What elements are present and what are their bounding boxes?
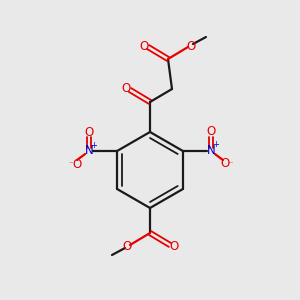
Text: O: O [220,158,230,170]
Text: ⁻: ⁻ [69,160,73,169]
Text: O: O [206,125,215,139]
Text: O: O [122,239,132,253]
Text: O: O [186,40,196,52]
Text: O: O [73,158,82,170]
Text: O: O [85,125,94,139]
Text: O: O [169,239,178,253]
Text: +: + [212,140,219,149]
Text: +: + [91,140,98,149]
Text: ⁻: ⁻ [229,160,233,169]
Text: N: N [85,145,94,158]
Text: N: N [206,145,215,158]
Text: O: O [140,40,148,52]
Text: O: O [122,82,130,95]
